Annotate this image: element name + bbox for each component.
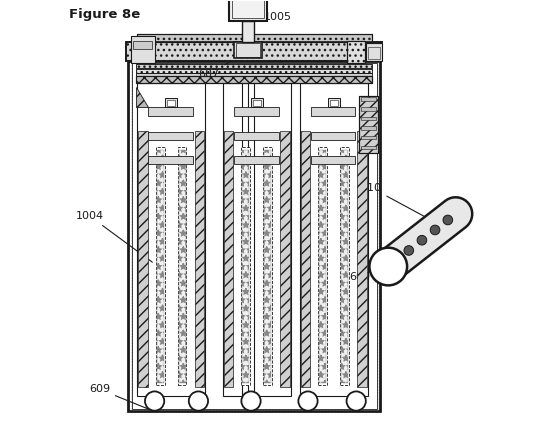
Bar xyxy=(234,42,262,58)
Bar xyxy=(195,131,204,387)
Bar xyxy=(149,156,193,164)
Circle shape xyxy=(241,392,260,411)
Bar xyxy=(264,149,271,383)
Bar xyxy=(361,107,376,111)
Bar xyxy=(368,47,380,59)
Bar xyxy=(132,63,377,409)
Bar xyxy=(130,36,155,63)
Bar xyxy=(138,131,148,387)
Bar xyxy=(359,97,378,153)
Bar xyxy=(263,147,272,385)
Bar xyxy=(348,41,365,63)
Bar xyxy=(300,83,368,396)
Bar xyxy=(165,98,177,108)
Text: 609: 609 xyxy=(349,273,392,283)
Bar xyxy=(126,42,382,60)
Bar xyxy=(250,98,263,108)
Bar xyxy=(242,21,254,42)
Text: 1005: 1005 xyxy=(264,7,292,22)
Bar xyxy=(132,41,153,49)
Polygon shape xyxy=(136,87,148,108)
Text: 608: 608 xyxy=(129,51,149,61)
Bar xyxy=(311,131,356,140)
Bar xyxy=(136,77,372,81)
Text: 1004: 1004 xyxy=(75,211,153,262)
Circle shape xyxy=(430,225,440,235)
Text: 610: 610 xyxy=(361,183,438,224)
Bar xyxy=(253,100,260,106)
Bar xyxy=(319,149,326,383)
Bar xyxy=(149,131,193,140)
Bar xyxy=(357,131,367,387)
Bar xyxy=(178,147,187,385)
Bar xyxy=(157,149,164,383)
Bar xyxy=(361,97,376,101)
Bar xyxy=(136,73,372,77)
Bar xyxy=(330,100,338,106)
Bar xyxy=(328,98,340,108)
Bar xyxy=(223,83,291,396)
Circle shape xyxy=(299,392,318,411)
Bar xyxy=(130,61,378,410)
Bar xyxy=(137,83,205,396)
Circle shape xyxy=(369,248,407,285)
Bar xyxy=(280,131,290,387)
Bar xyxy=(359,97,378,153)
Bar xyxy=(232,0,264,19)
Bar xyxy=(301,131,310,387)
Bar xyxy=(178,149,186,383)
Circle shape xyxy=(145,392,164,411)
Circle shape xyxy=(443,215,453,225)
Bar xyxy=(136,69,372,73)
Bar xyxy=(311,108,356,116)
Bar xyxy=(340,147,349,385)
Bar xyxy=(236,44,260,56)
Bar xyxy=(156,147,164,385)
Bar xyxy=(137,34,372,42)
Bar xyxy=(361,116,376,120)
Bar xyxy=(137,34,372,42)
Bar xyxy=(129,60,380,411)
Bar xyxy=(311,156,356,164)
Bar xyxy=(243,149,249,383)
Circle shape xyxy=(417,235,427,245)
Bar xyxy=(224,131,233,387)
Text: 609: 609 xyxy=(89,384,150,410)
Circle shape xyxy=(391,256,401,265)
Bar xyxy=(136,73,372,77)
Bar xyxy=(136,64,372,68)
Bar xyxy=(126,42,382,60)
Bar xyxy=(366,43,382,60)
Bar xyxy=(167,100,175,106)
Bar xyxy=(234,108,278,116)
Polygon shape xyxy=(372,197,472,283)
Bar xyxy=(136,77,372,81)
Bar xyxy=(318,147,327,385)
Bar xyxy=(234,156,278,164)
Text: 607: 607 xyxy=(198,52,248,78)
Bar xyxy=(136,69,372,73)
Circle shape xyxy=(189,392,208,411)
Bar xyxy=(136,76,372,83)
Circle shape xyxy=(347,392,366,411)
Bar xyxy=(234,131,278,140)
Bar xyxy=(229,0,267,21)
Bar xyxy=(136,76,372,83)
Bar xyxy=(361,136,376,139)
Bar xyxy=(341,149,348,383)
Bar xyxy=(136,64,372,68)
Bar xyxy=(348,41,365,63)
Text: Figure 8e: Figure 8e xyxy=(69,8,140,21)
Bar xyxy=(149,108,193,116)
Bar xyxy=(361,146,376,149)
Circle shape xyxy=(404,246,414,255)
Bar xyxy=(241,147,250,385)
Bar xyxy=(361,126,376,130)
